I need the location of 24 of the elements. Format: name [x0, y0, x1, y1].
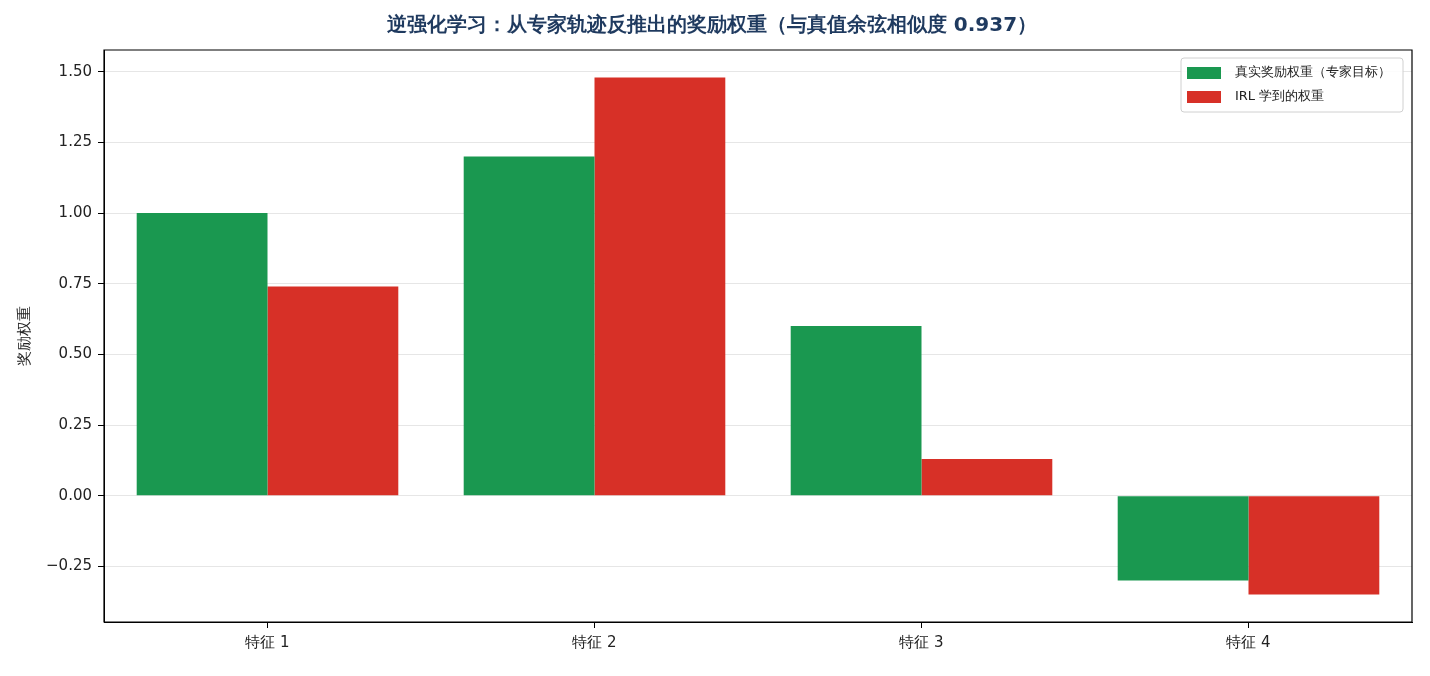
bar — [594, 77, 726, 496]
bar — [1117, 496, 1249, 581]
bar — [790, 326, 922, 496]
x-tick-label: 特征 3 — [899, 632, 944, 651]
bar — [136, 213, 268, 496]
legend-label: 真实奖励权重（专家目标） — [1235, 64, 1391, 80]
y-axis-title: 奖励权重 — [14, 306, 33, 366]
chart-title: 逆强化学习：从专家轨迹反推出的奖励权重（与真值余弦相似度 0.937） — [385, 12, 1038, 37]
x-tick-label: 特征 1 — [245, 632, 290, 651]
y-tick-label: 1.25 — [58, 132, 92, 151]
y-tick-label: 1.00 — [58, 202, 92, 221]
bar — [463, 156, 595, 496]
x-tick-label: 特征 2 — [572, 632, 617, 651]
y-tick-label: 0.25 — [58, 414, 92, 433]
y-tick-label: −0.25 — [46, 556, 92, 575]
y-tick-label: 0.50 — [58, 344, 92, 363]
y-tick-label: 1.50 — [58, 61, 92, 80]
bar — [267, 286, 399, 496]
bar — [921, 458, 1053, 496]
bar — [1248, 496, 1380, 595]
x-tick-label: 特征 4 — [1226, 632, 1271, 651]
y-tick-label: 0.75 — [58, 273, 92, 292]
y-tick-label: 0.00 — [58, 485, 92, 504]
legend-label: IRL 学到的权重 — [1235, 88, 1325, 104]
